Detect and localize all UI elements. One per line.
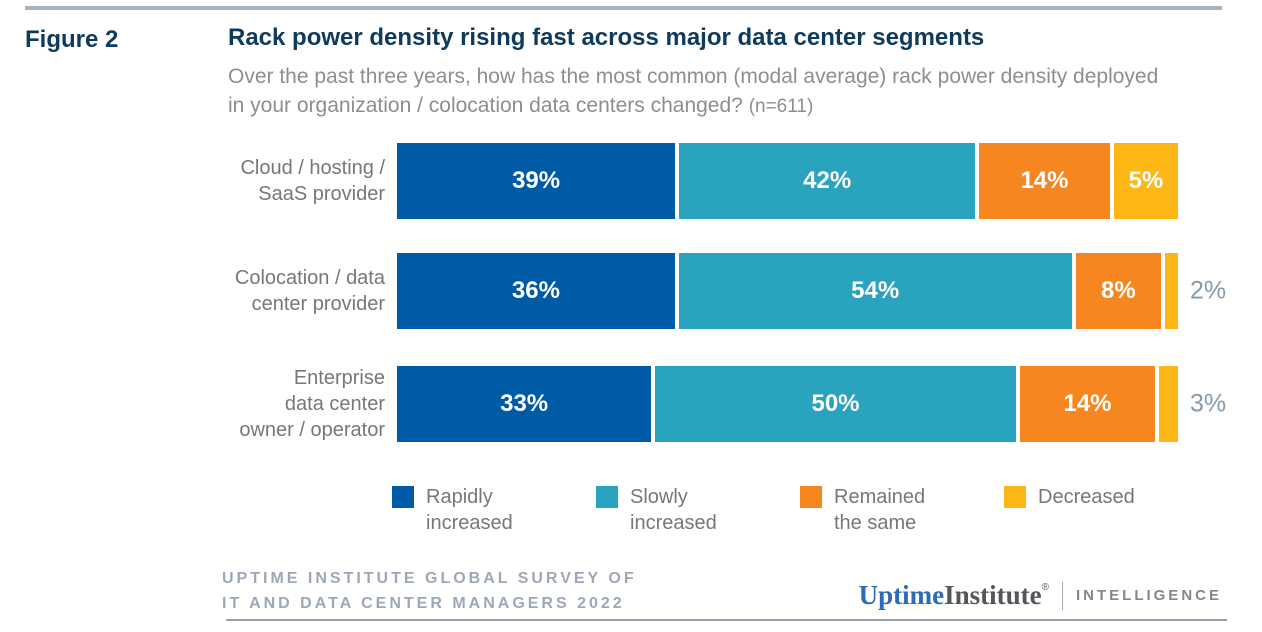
brand-intelligence: INTELLIGENCE	[1075, 587, 1222, 604]
legend-item: Remained the same	[800, 484, 946, 536]
segment-value-label: 14%	[1063, 390, 1112, 417]
outside-value-label: 2%	[1190, 276, 1227, 305]
segment-value-label: 54%	[851, 277, 900, 304]
row-label-line: owner / operator	[239, 419, 385, 441]
bar-row: Enterprise data center owner / operator 33%…	[0, 366, 1262, 442]
source-note-line-2: IT AND DATA CENTER MANAGERS 2022	[222, 595, 625, 612]
legend-swatch	[596, 486, 618, 508]
bar-segment: 5%	[1113, 143, 1179, 219]
segment-value-label: 8%	[1101, 277, 1136, 304]
row-label-line: center provider	[251, 293, 385, 315]
brand-logo: Uptime Institute ® INTELLIGENCE	[859, 580, 1222, 611]
legend-item: Slowly increased	[596, 484, 742, 536]
row-bars: 36% 54% 8% 2%	[397, 253, 1226, 329]
brand-divider	[1061, 581, 1063, 610]
row-label-line: Cloud / hosting /	[240, 157, 385, 179]
row-label: Cloud / hosting / SaaS provider	[0, 155, 385, 207]
row-bars: 39% 42% 14% 5%	[397, 143, 1179, 219]
segment-value-label: 33%	[500, 390, 549, 417]
bar-row: Cloud / hosting / SaaS provider 39% 42% 14% 5…	[0, 143, 1262, 219]
segment-value-label: 36%	[511, 277, 560, 304]
bottom-rule	[226, 619, 1227, 621]
bar-segment: 50%	[655, 366, 1016, 442]
segment-value-label: 5%	[1128, 167, 1164, 194]
brand-uptime: Uptime	[858, 580, 945, 610]
segment-value-label: 14%	[1020, 167, 1069, 194]
segment-value-label: 42%	[803, 167, 852, 194]
legend-label: Slowly increased	[630, 486, 717, 534]
bar-segment: 8%	[1075, 253, 1162, 329]
legend-swatch	[1004, 486, 1026, 508]
legend-item: Decreased	[1004, 484, 1150, 510]
source-note: UPTIME INSTITUTE GLOBAL SURVEY OF IT AND…	[222, 566, 637, 616]
chart-legend: Rapidly increased Slowly increased Remaine…	[392, 484, 1222, 554]
legend-label: Rapidly increased	[426, 486, 513, 534]
registered-mark: ®	[1041, 582, 1049, 593]
stacked-bar-chart: Cloud / hosting / SaaS provider 39% 42% 14% 5…	[0, 143, 1262, 442]
bar-row: Colocation / data center provider 36% 54% 8%…	[0, 253, 1262, 329]
legend-swatch	[392, 486, 414, 508]
bar-segment: 14%	[979, 143, 1110, 219]
subtitle-line-2: in your organization / colocation data c…	[228, 91, 1158, 121]
subtitle-question: in your organization / colocation data c…	[228, 94, 743, 117]
legend-swatch	[800, 486, 822, 508]
chart-subtitle: Over the past three years, how has the m…	[228, 62, 1158, 121]
row-bars: 33% 50% 14% 3%	[397, 366, 1226, 442]
bar-segment: 36%	[397, 253, 675, 329]
row-label: Enterprise data center owner / operator	[0, 365, 385, 443]
row-label-line: Enterprise	[293, 367, 385, 389]
chart-title: Rack power density rising fast across ma…	[228, 24, 985, 51]
row-label-line: data center	[284, 393, 385, 415]
bar-segment	[1165, 253, 1179, 329]
sample-size: (n=611)	[748, 96, 814, 117]
segment-value-label: 50%	[811, 390, 860, 417]
legend-label: Decreased	[1038, 486, 1135, 508]
row-label-line: SaaS provider	[258, 183, 385, 205]
row-label-line: Colocation / data	[234, 267, 385, 289]
legend-label: Remained the same	[834, 486, 926, 534]
bar-segment: 42%	[679, 143, 976, 219]
bar-segment: 33%	[397, 366, 652, 442]
legend-item: Rapidly increased	[392, 484, 538, 536]
bar-segment: 14%	[1019, 366, 1156, 442]
brand-institute: Institute	[944, 580, 1042, 610]
figure-label: Figure 2	[25, 26, 119, 53]
top-rule	[25, 6, 1222, 10]
bar-segment: 39%	[397, 143, 676, 219]
outside-value-label: 3%	[1190, 389, 1227, 418]
bar-segment: 54%	[678, 253, 1072, 329]
bar-segment	[1159, 366, 1179, 442]
segment-value-label: 39%	[512, 167, 561, 194]
row-label: Colocation / data center provider	[0, 265, 385, 317]
subtitle-line-1: Over the past three years, how has the m…	[228, 65, 1159, 88]
source-note-line-1: UPTIME INSTITUTE GLOBAL SURVEY OF	[222, 570, 637, 587]
